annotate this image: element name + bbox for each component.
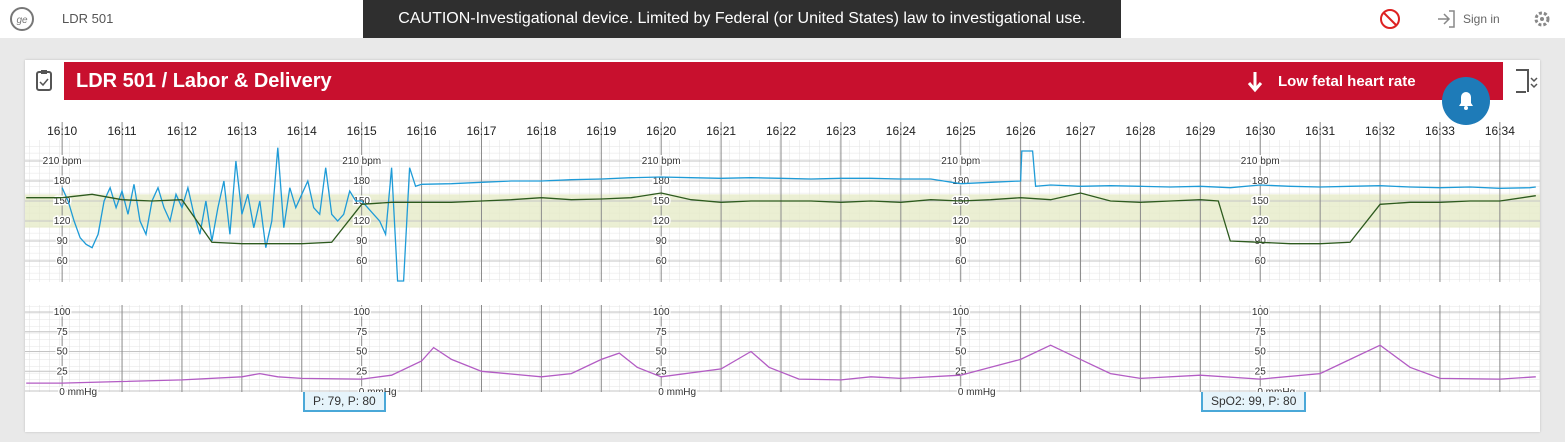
y-tick-label: 100 <box>353 307 370 318</box>
y-tick-label: 60 <box>57 256 69 267</box>
top-bar: ge LDR 501 CAUTION-Investigational devic… <box>0 0 1565 38</box>
y-tick-label: 120 <box>653 216 670 227</box>
y-tick-label: 180 <box>54 176 71 187</box>
y-tick-label: 50 <box>955 347 967 358</box>
logo[interactable]: ge <box>4 0 44 38</box>
time-label: 16:14 <box>287 124 317 138</box>
time-label: 16:19 <box>586 124 616 138</box>
time-label: 16:31 <box>1305 124 1335 138</box>
y-tick-label: 120 <box>54 216 71 227</box>
y-tick-label: 75 <box>57 327 69 338</box>
time-label: 16:13 <box>227 124 257 138</box>
y-tick-label: 90 <box>955 236 967 247</box>
settings-icon[interactable] <box>1530 0 1554 38</box>
y-tick-label: 120 <box>1252 216 1269 227</box>
y-tick-label: 25 <box>356 366 368 377</box>
time-label: 16:34 <box>1485 124 1515 138</box>
y-tick-label: 60 <box>1255 256 1267 267</box>
mute-icon[interactable] <box>1375 0 1405 38</box>
time-label: 16:21 <box>706 124 736 138</box>
y-tick-label: 180 <box>353 176 370 187</box>
room-name: LDR 501 <box>62 11 114 26</box>
y-tick-label: 60 <box>955 256 967 267</box>
time-label: 16:25 <box>946 124 976 138</box>
sign-in-icon[interactable] <box>1434 0 1458 38</box>
y-tick-label: 75 <box>955 327 967 338</box>
svg-text:ge: ge <box>16 15 28 26</box>
time-label: 16:12 <box>167 124 197 138</box>
header-bar <box>64 62 1503 100</box>
y-tick-label: 180 <box>653 176 670 187</box>
panel-title: LDR 501 / Labor & Delivery <box>76 70 332 92</box>
y-tick-label: 90 <box>356 236 368 247</box>
y-tick-label: 25 <box>1255 366 1267 377</box>
time-label: 16:20 <box>646 124 676 138</box>
time-label: 16:18 <box>526 124 556 138</box>
time-label: 16:26 <box>1006 124 1036 138</box>
time-label: 16:30 <box>1245 124 1275 138</box>
time-label: 16:16 <box>407 124 437 138</box>
y-tick-label: 100 <box>1252 307 1269 318</box>
y-tick-label: 150 <box>1252 196 1269 207</box>
time-label: 16:32 <box>1365 124 1395 138</box>
time-label: 16:11 <box>107 124 136 138</box>
layout-icon[interactable] <box>1510 66 1540 96</box>
y-tick-label: 210 bpm <box>342 156 381 167</box>
y-tick-label: 100 <box>952 307 969 318</box>
y-tick-label: 210 bpm <box>642 156 681 167</box>
y-tick-label: 75 <box>356 327 368 338</box>
y-tick-label: 210 bpm <box>941 156 980 167</box>
vitals-label: P: 79, P: 80 <box>303 392 386 412</box>
y-tick-label: 50 <box>356 347 368 358</box>
y-tick-label: 210 bpm <box>1241 156 1280 167</box>
y-tick-label: 180 <box>952 176 969 187</box>
y-tick-label: 75 <box>656 327 668 338</box>
notification-button[interactable] <box>1440 75 1492 127</box>
y-tick-label: 90 <box>656 236 668 247</box>
time-label: 16:22 <box>766 124 796 138</box>
time-label: 16:15 <box>347 124 377 138</box>
y-tick-label: 60 <box>656 256 668 267</box>
y-tick-label: 60 <box>356 256 368 267</box>
y-tick-label: 75 <box>1255 327 1267 338</box>
y-tick-label: 120 <box>952 216 969 227</box>
caution-banner: CAUTION-Investigational device. Limited … <box>363 0 1121 38</box>
time-label: 16:33 <box>1425 124 1455 138</box>
trace <box>26 344 1536 384</box>
y-tick-label: 0 mmHg <box>59 387 97 398</box>
time-label: 16:27 <box>1066 124 1096 138</box>
vitals-label: SpO2: 99, P: 80 <box>1201 392 1307 412</box>
y-tick-label: 0 mmHg <box>658 387 696 398</box>
y-tick-label: 50 <box>57 347 69 358</box>
ua-grid <box>25 305 1540 392</box>
y-tick-label: 50 <box>656 347 668 358</box>
y-tick-label: 90 <box>1255 236 1267 247</box>
time-label: 16:28 <box>1125 124 1155 138</box>
y-tick-label: 150 <box>653 196 670 207</box>
trace <box>26 192 1536 245</box>
alert-text: Low fetal heart rate <box>1278 73 1416 90</box>
time-label: 16:10 <box>47 124 77 138</box>
y-tick-label: 100 <box>653 307 670 318</box>
y-tick-label: 100 <box>54 307 71 318</box>
y-tick-label: 210 bpm <box>43 156 82 167</box>
time-label: 16:17 <box>466 124 496 138</box>
y-tick-label: 50 <box>1255 347 1267 358</box>
time-label: 16:24 <box>886 124 916 138</box>
y-tick-label: 120 <box>353 216 370 227</box>
sign-in[interactable]: Sign in <box>1463 12 1500 26</box>
time-label: 16:23 <box>826 124 856 138</box>
normal-band <box>25 194 1540 228</box>
y-tick-label: 0 mmHg <box>958 387 996 398</box>
y-tick-label: 90 <box>57 236 69 247</box>
clipboard-icon[interactable] <box>30 62 60 100</box>
y-tick-label: 25 <box>57 366 69 377</box>
time-label: 16:29 <box>1185 124 1215 138</box>
arrow-down-icon <box>1247 72 1263 93</box>
